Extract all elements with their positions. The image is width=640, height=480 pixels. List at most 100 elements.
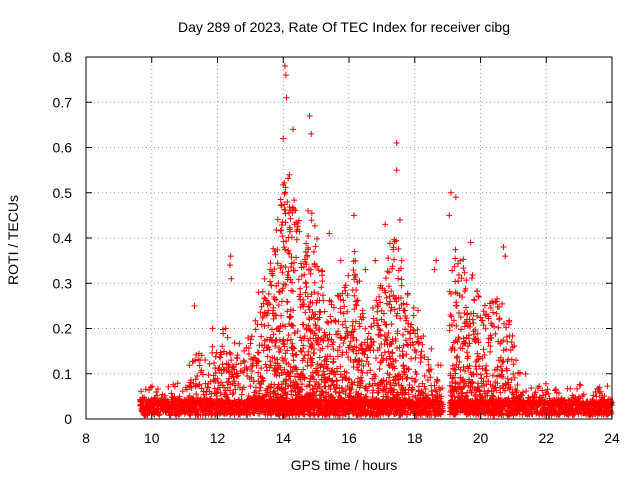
data-point — [305, 303, 312, 310]
data-point — [314, 361, 321, 368]
data-point — [188, 377, 195, 384]
grid-lines — [86, 57, 612, 419]
data-point — [227, 351, 234, 358]
data-point — [300, 301, 307, 308]
data-point — [300, 321, 307, 328]
data-point — [251, 389, 258, 396]
data-point — [260, 300, 267, 307]
data-point — [279, 233, 286, 240]
data-point — [255, 369, 262, 376]
data-point — [281, 190, 288, 197]
data-point — [311, 289, 318, 296]
x-tick-label: 18 — [407, 430, 423, 446]
data-point — [224, 334, 231, 341]
data-point — [321, 308, 328, 315]
data-point — [261, 322, 268, 329]
data-point — [302, 309, 309, 316]
data-point — [290, 322, 297, 329]
data-point — [293, 351, 300, 358]
data-point — [306, 306, 313, 313]
y-axis-label: ROTI / TECUs — [5, 195, 21, 285]
data-point — [302, 279, 309, 286]
data-point — [289, 288, 296, 295]
data-point — [288, 391, 295, 398]
x-tick-label: 22 — [538, 430, 554, 446]
x-tick-label: 12 — [210, 430, 226, 446]
data-point — [305, 348, 312, 355]
data-point — [258, 365, 265, 372]
y-tick-label: 0 — [64, 411, 72, 427]
data-point — [259, 288, 266, 295]
data-point — [252, 317, 259, 324]
data-point — [278, 262, 285, 269]
data-point — [202, 357, 209, 364]
data-point — [257, 384, 264, 391]
data-point — [325, 365, 332, 372]
data-point — [313, 368, 320, 375]
data-point — [328, 301, 335, 308]
data-point — [193, 351, 200, 358]
data-point — [258, 303, 265, 310]
data-point — [252, 326, 259, 333]
data-point — [315, 380, 322, 387]
data-point — [244, 373, 251, 380]
data-point — [324, 343, 331, 350]
data-point — [285, 332, 292, 339]
data-point — [269, 272, 276, 279]
data-point — [316, 354, 323, 361]
data-point — [266, 278, 273, 285]
data-point — [196, 381, 203, 388]
data-point — [271, 248, 278, 255]
data-point — [227, 381, 234, 388]
data-point — [270, 304, 277, 311]
data-point — [300, 345, 307, 352]
data-point — [326, 331, 333, 338]
x-tick-label: 8 — [82, 430, 90, 446]
data-point — [245, 350, 252, 357]
data-point — [270, 315, 277, 322]
data-point — [277, 196, 284, 203]
data-point — [236, 340, 243, 347]
x-tick-label: 20 — [473, 430, 489, 446]
data-point — [325, 319, 332, 326]
data-point — [282, 355, 289, 362]
data-point — [303, 261, 310, 268]
data-point — [261, 275, 268, 282]
data-point — [243, 365, 250, 372]
data-point — [240, 357, 247, 364]
data-point — [305, 233, 312, 240]
data-point — [286, 250, 293, 257]
data-point — [212, 369, 219, 376]
data-point — [211, 360, 218, 367]
data-point — [300, 263, 307, 270]
data-point — [248, 368, 255, 375]
data-point — [319, 345, 326, 352]
data-point — [154, 386, 161, 393]
data-point — [299, 386, 306, 393]
data-point — [289, 204, 296, 211]
data-point — [265, 344, 272, 351]
data-point — [285, 247, 292, 254]
data-point — [267, 260, 274, 267]
data-point — [297, 347, 304, 354]
data-point — [282, 219, 289, 226]
data-point — [319, 268, 326, 275]
data-point — [226, 369, 233, 376]
data-point — [168, 390, 175, 397]
data-point — [265, 290, 272, 297]
data-point — [303, 240, 310, 247]
data-point — [195, 382, 202, 389]
data-point — [312, 243, 319, 250]
data-point — [244, 366, 251, 373]
data-point — [198, 367, 205, 374]
data-point — [317, 309, 324, 316]
data-point — [277, 364, 284, 371]
data-point — [218, 351, 225, 358]
data-point — [323, 358, 330, 365]
data-point — [330, 339, 337, 346]
data-point — [241, 359, 248, 366]
data-point — [284, 337, 291, 344]
data-point — [256, 387, 263, 394]
data-point — [297, 291, 304, 298]
data-point — [281, 201, 288, 208]
